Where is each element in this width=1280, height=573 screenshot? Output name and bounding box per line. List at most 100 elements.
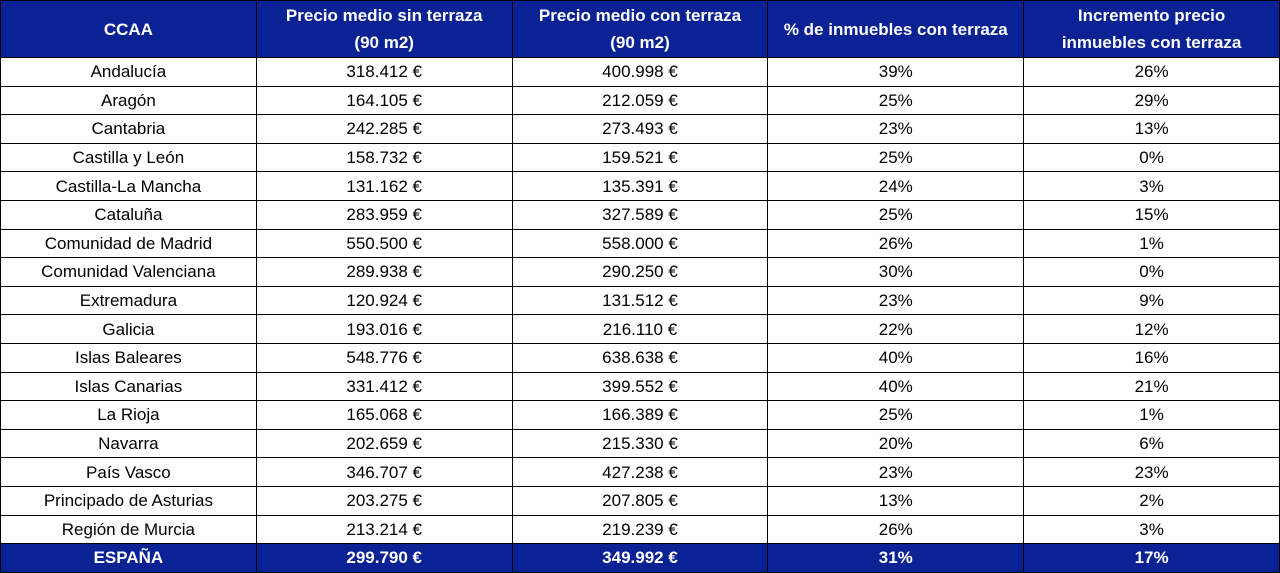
table-cell: 1%	[1023, 228, 1280, 259]
table-cell: 427.238 €	[511, 457, 769, 487]
table-cell: 213.214 €	[255, 514, 513, 545]
total-cell: 17%	[1023, 543, 1280, 573]
table-row: La Rioja 165.068 €166.389 €25% 1%	[0, 400, 1280, 430]
table-cell: La Rioja	[0, 400, 257, 430]
table-cell: 0%	[1023, 142, 1280, 173]
table-cell: País Vasco	[0, 457, 257, 487]
table-row: Extremadura 120.924 €131.512 €23% 9%	[0, 285, 1280, 316]
table-cell: 13%	[1023, 114, 1280, 144]
table-cell: 40%	[767, 342, 1025, 373]
table-row: Comunidad de Madrid 550.500 €558.000 €26%…	[0, 228, 1280, 259]
table-cell: 318.412 €	[255, 57, 513, 87]
table-cell: 548.776 €	[255, 342, 513, 373]
table-cell: 12%	[1023, 314, 1280, 344]
table-cell: 289.938 €	[255, 257, 513, 287]
table-cell: Comunidad Valenciana	[0, 257, 257, 287]
header-cell: Precio medio sin terraza (90 m2)	[255, 0, 513, 58]
table-cell: 558.000 €	[511, 228, 769, 259]
table-cell: 25%	[767, 85, 1025, 116]
table-cell: 23%	[767, 285, 1025, 316]
table-cell: Cantabria	[0, 114, 257, 144]
table-cell: 283.959 €	[255, 199, 513, 230]
table-cell: 25%	[767, 199, 1025, 230]
table-cell: 327.589 €	[511, 199, 769, 230]
header-row: CCAA Precio medio sin terraza (90 m2) Preci…	[0, 0, 1280, 58]
header-text: inmuebles con terraza	[1061, 33, 1242, 52]
table-row: Comunidad Valenciana 289.938 €290.250 €30…	[0, 257, 1280, 287]
table-cell: Islas Canarias	[0, 371, 257, 402]
table-cell: 3%	[1023, 514, 1280, 545]
table-cell: Andalucía	[0, 57, 257, 87]
table-row: Galicia 193.016 €216.110 €22% 12%	[0, 314, 1280, 344]
table-cell: 16%	[1023, 342, 1280, 373]
table-cell: 39%	[767, 57, 1025, 87]
table-cell: 40%	[767, 371, 1025, 402]
table-cell: 290.250 €	[511, 257, 769, 287]
table-cell: 23%	[1023, 457, 1280, 487]
table-cell: 21%	[1023, 371, 1280, 402]
table-cell: 3%	[1023, 171, 1280, 201]
table-row: Cantabria 242.285 €273.493 €23% 13%	[0, 114, 1280, 144]
total-row: ESPAÑA 299.790 €349.992 €31% 17%	[0, 543, 1280, 573]
table-cell: 165.068 €	[255, 400, 513, 430]
total-cell: 31%	[767, 543, 1025, 573]
table-cell: Galicia	[0, 314, 257, 344]
table-cell: Región de Murcia	[0, 514, 257, 545]
table-cell: 212.059 €	[511, 85, 769, 116]
header-text: Precio medio sin terraza	[285, 6, 483, 25]
table-cell: 273.493 €	[511, 114, 769, 144]
table-cell: 207.805 €	[511, 485, 769, 516]
table-row: Islas Baleares 548.776 €638.638 €40% 16%	[0, 342, 1280, 373]
table-cell: 24%	[767, 171, 1025, 201]
table-cell: 9%	[1023, 285, 1280, 316]
table-cell: 13%	[767, 485, 1025, 516]
table-cell: 29%	[1023, 85, 1280, 116]
table-header: CCAA Precio medio sin terraza (90 m2) Preci…	[0, 0, 1280, 58]
table-cell: 120.924 €	[255, 285, 513, 316]
table-cell: 30%	[767, 257, 1025, 287]
table-cell: 2%	[1023, 485, 1280, 516]
table-cell: 216.110 €	[511, 314, 769, 344]
header-text: Precio medio con terraza	[538, 6, 742, 25]
table-cell: 550.500 €	[255, 228, 513, 259]
table-row: Castilla y León 158.732 €159.521 €25% 0%	[0, 142, 1280, 173]
table-cell: 1%	[1023, 400, 1280, 430]
table-cell: Castilla y León	[0, 142, 257, 173]
table-row: Cataluña 283.959 €327.589 €25% 15%	[0, 199, 1280, 230]
table-cell: 331.412 €	[255, 371, 513, 402]
header-cell: % de inmuebles con terraza	[767, 0, 1025, 58]
header-text: Incremento precio	[1077, 6, 1226, 25]
header-cell: CCAA	[0, 0, 257, 58]
table-cell: 400.998 €	[511, 57, 769, 87]
table-cell: 26%	[767, 228, 1025, 259]
table-row: Región de Murcia 213.214 €219.239 €26% 3%	[0, 514, 1280, 545]
table-cell: Extremadura	[0, 285, 257, 316]
table-cell: Comunidad de Madrid	[0, 228, 257, 259]
table-cell: 0%	[1023, 257, 1280, 287]
total-cell: 349.992 €	[511, 543, 769, 573]
table-cell: 215.330 €	[511, 428, 769, 459]
table-cell: 399.552 €	[511, 371, 769, 402]
table-cell: 202.659 €	[255, 428, 513, 459]
table-cell: Aragón	[0, 85, 257, 116]
total-cell: 299.790 €	[255, 543, 513, 573]
header-text: CCAA	[103, 19, 153, 39]
table-cell: Cataluña	[0, 199, 257, 230]
table-cell: 20%	[767, 428, 1025, 459]
table-cell: Navarra	[0, 428, 257, 459]
table-cell: Islas Baleares	[0, 342, 257, 373]
table-cell: 166.389 €	[511, 400, 769, 430]
table-cell: 193.016 €	[255, 314, 513, 344]
header-cell: Precio medio con terraza (90 m2)	[511, 0, 769, 58]
table-cell: 346.707 €	[255, 457, 513, 487]
header-cell: Incremento precio inmuebles con terraza	[1023, 0, 1280, 58]
table-body: Andalucía 318.412 €400.998 €39% 26% Aragón 1…	[0, 57, 1280, 545]
table-cell: 15%	[1023, 199, 1280, 230]
table-cell: 25%	[767, 400, 1025, 430]
header-text: % de inmuebles con terraza	[783, 19, 1008, 39]
table-cell: Castilla-La Mancha	[0, 171, 257, 201]
table-cell: 6%	[1023, 428, 1280, 459]
